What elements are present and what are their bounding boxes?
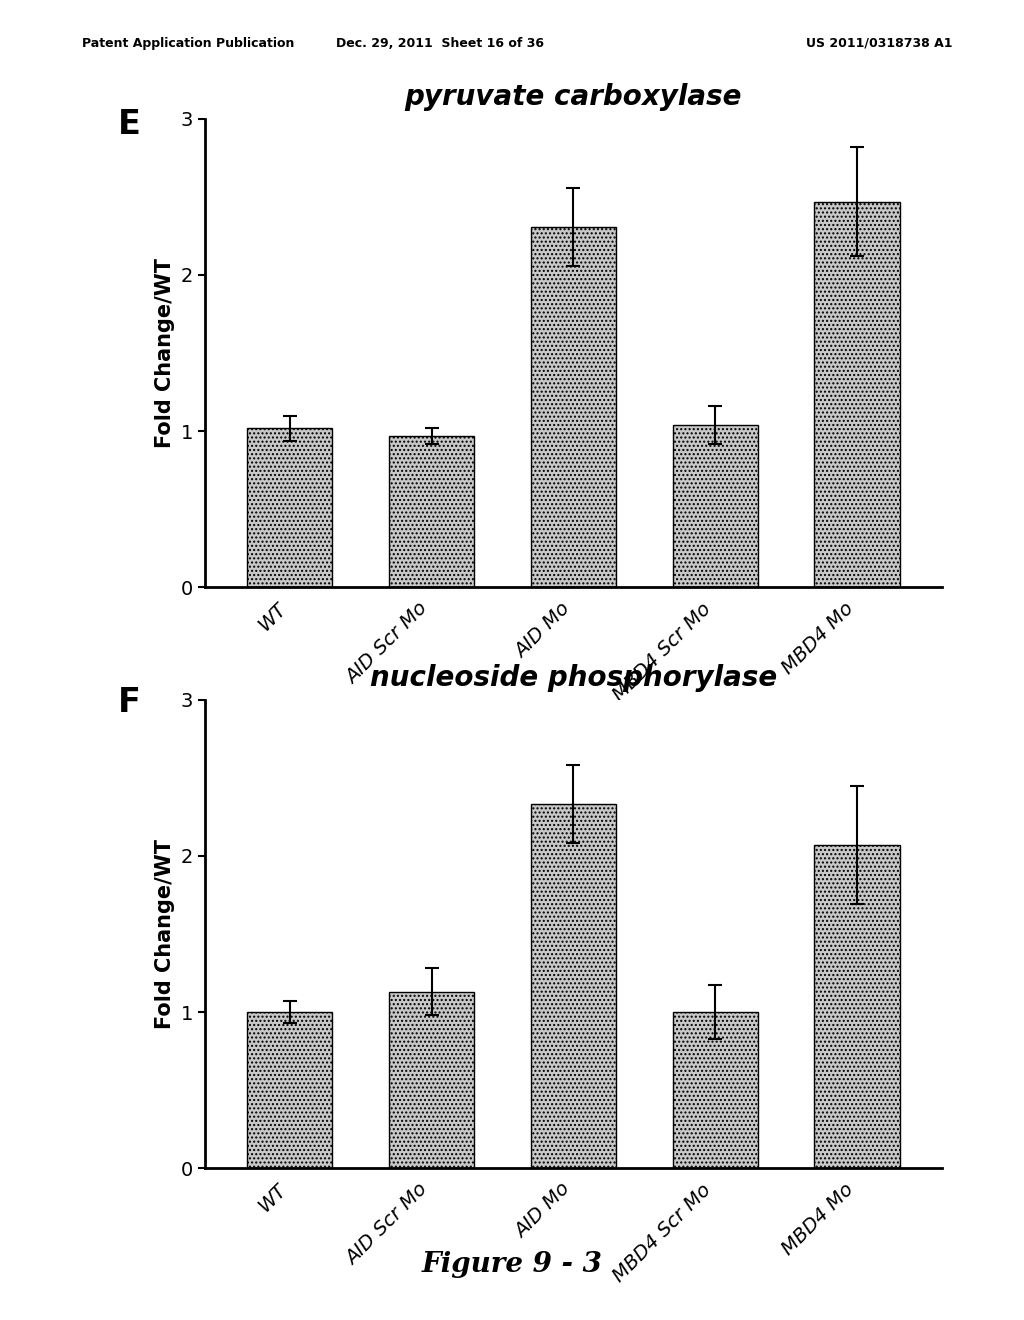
Text: E: E — [118, 108, 140, 141]
Text: Patent Application Publication: Patent Application Publication — [82, 37, 294, 50]
Bar — [248, 428, 333, 587]
Bar — [389, 991, 474, 1168]
Bar — [389, 436, 474, 587]
Text: Dec. 29, 2011  Sheet 16 of 36: Dec. 29, 2011 Sheet 16 of 36 — [336, 37, 545, 50]
Bar — [673, 425, 758, 587]
Bar — [530, 804, 616, 1168]
Bar — [248, 1012, 333, 1168]
Y-axis label: Fold Change/WT: Fold Change/WT — [155, 259, 175, 447]
Bar — [814, 845, 899, 1168]
Text: Figure 9 - 3: Figure 9 - 3 — [422, 1251, 602, 1278]
Bar — [673, 1012, 758, 1168]
Text: F: F — [118, 686, 140, 719]
Text: US 2011/0318738 A1: US 2011/0318738 A1 — [806, 37, 952, 50]
Title: nucleoside phosphorylase: nucleoside phosphorylase — [370, 664, 777, 692]
Bar — [814, 202, 899, 587]
Bar — [530, 227, 616, 587]
Title: pyruvate carboxylase: pyruvate carboxylase — [404, 83, 742, 111]
Y-axis label: Fold Change/WT: Fold Change/WT — [155, 840, 175, 1028]
